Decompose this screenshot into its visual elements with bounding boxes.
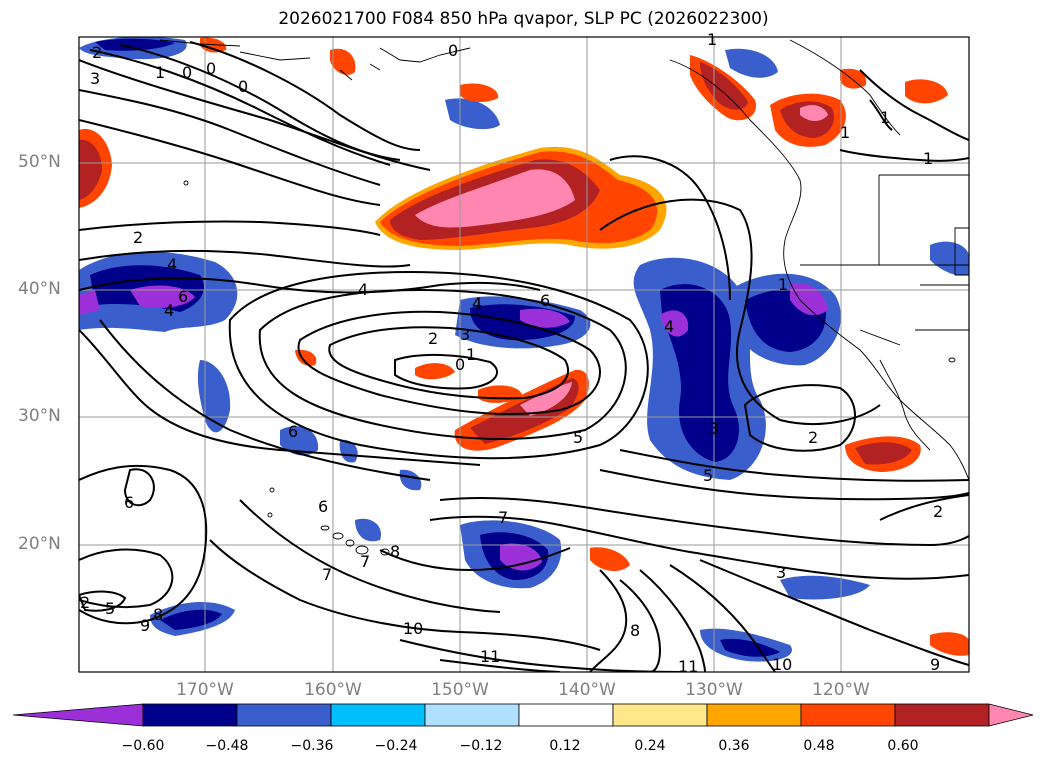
contour-label: 0 — [448, 41, 458, 60]
contour-label: 9 — [930, 655, 940, 674]
colorbar-tick-label: 0.36 — [718, 738, 750, 754]
contour-label: 8 — [390, 542, 400, 561]
contour-label: 6 — [288, 422, 298, 441]
coastlines — [159, 39, 969, 481]
longitude-label: 140°W — [558, 680, 616, 700]
colorbar-tick-label: 0.24 — [634, 738, 666, 754]
colorbar-segment — [706, 703, 802, 727]
contour-label: 6 — [540, 291, 550, 310]
longitude-label: 130°W — [685, 680, 743, 700]
contour-label: 10 — [403, 619, 423, 638]
contour-label: 2 — [133, 228, 143, 247]
contour-label: 8 — [630, 621, 640, 640]
contour-label: 6 — [178, 287, 188, 306]
contour-label: 7 — [498, 508, 508, 527]
contour-label: 0 — [182, 63, 192, 82]
latitude-label: 30°N — [18, 406, 61, 426]
colorbar-tick-label: −0.48 — [205, 738, 249, 754]
contour-label: 3 — [90, 69, 100, 88]
latitude-label: 50°N — [18, 152, 61, 172]
contour-label: 3 — [776, 563, 786, 582]
colorbar-tick-label: 0.48 — [803, 738, 835, 754]
colorbar-extend-low — [12, 703, 144, 727]
longitude-label: 150°W — [431, 680, 489, 700]
contour-label: 4 — [358, 280, 368, 299]
contour-label: 3 — [460, 325, 470, 344]
contour-label: 7 — [360, 552, 370, 571]
contour-label: 5 — [703, 466, 713, 485]
map-plot-area — [79, 37, 969, 672]
colorbar-segment — [236, 703, 332, 727]
contour-label: 7 — [322, 565, 332, 584]
colorbar-extend-high — [988, 703, 1034, 727]
contour-label: 11 — [678, 657, 698, 676]
colorbar-segment — [800, 703, 896, 727]
contour-label: 0 — [206, 59, 216, 78]
longitude-label: 160°W — [304, 680, 362, 700]
contour-label: 4 — [167, 255, 177, 274]
colorbar — [12, 703, 1034, 727]
colorbar-tick-label: −0.60 — [121, 738, 165, 754]
longitude-label: 120°W — [812, 680, 870, 700]
contour-label: 4 — [664, 317, 674, 336]
colorbar-tick-label: −0.24 — [374, 738, 418, 754]
contour-label: 2 — [92, 43, 102, 62]
contour-label: 1 — [840, 123, 850, 142]
contour-label: 5 — [573, 428, 583, 447]
colorbar-segment — [894, 703, 990, 727]
contour-label: 0 — [455, 355, 465, 374]
islands — [183, 180, 956, 556]
contour-label: 9 — [140, 616, 150, 635]
colorbar-segment — [518, 703, 614, 727]
contour-label: 5 — [105, 599, 115, 618]
contour-label: 11 — [480, 647, 500, 666]
contour-label: 8 — [153, 605, 163, 624]
contour-label: 2 — [428, 329, 438, 348]
latitude-label: 20°N — [18, 534, 61, 554]
contour-label: 6 — [318, 497, 328, 516]
contour-label: 4 — [164, 301, 174, 320]
contour-label: 2 — [933, 502, 943, 521]
colorbar-segment — [424, 703, 520, 727]
contour-label: 10 — [772, 655, 792, 674]
colorbar-tick-label: 0.12 — [549, 738, 581, 754]
contour-label: 4 — [472, 294, 482, 313]
colorbar-tick-label: −0.36 — [290, 738, 334, 754]
contour-label: 1 — [155, 63, 165, 82]
contour-label: 3 — [709, 419, 719, 438]
map-frame — [78, 36, 970, 673]
contour-label: 6 — [124, 493, 134, 512]
latitude-label: 40°N — [18, 279, 61, 299]
contour-label: 2 — [80, 593, 90, 612]
contour-label: 1 — [923, 149, 933, 168]
positive-qvapor-shading — [79, 37, 969, 656]
colorbar-tick-label: −0.12 — [459, 738, 503, 754]
map-title: 2026021700 F084 850 hPa qvapor, SLP PC (… — [278, 9, 769, 29]
contour-label: 1 — [880, 108, 890, 127]
slp-contours — [79, 41, 969, 672]
contour-labels: 2 3 1 0 0 1 0 0 1 1 1 2 4 6 4 4 6 2 3 1 … — [80, 30, 943, 676]
colorbar-segment — [142, 703, 238, 727]
graticule — [79, 37, 969, 672]
colorbar-segment — [330, 703, 426, 727]
colorbar-tick-label: 0.60 — [887, 738, 919, 754]
colorbar-segment — [612, 703, 708, 727]
contour-label: 0 — [238, 77, 248, 96]
contour-label: 1 — [707, 30, 717, 49]
contour-label: 1 — [466, 345, 476, 364]
negative-qvapor-shading — [79, 37, 969, 662]
contour-label: 1 — [778, 275, 788, 294]
longitude-label: 170°W — [176, 680, 234, 700]
contour-label: 2 — [808, 428, 818, 447]
